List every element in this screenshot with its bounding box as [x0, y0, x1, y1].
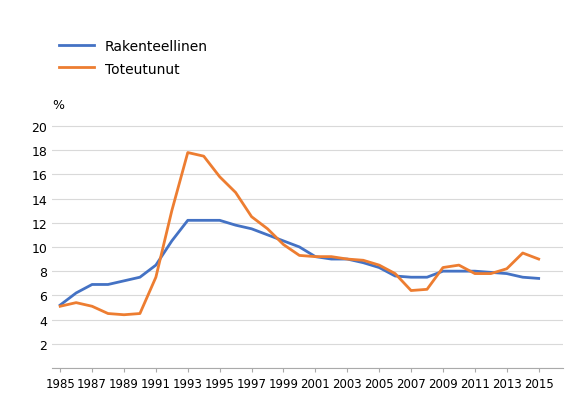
Toteutunut: [312, 254, 319, 259]
Text: %: %: [52, 99, 64, 112]
Rakenteellinen: [328, 257, 335, 262]
Rakenteellinen: [280, 239, 287, 244]
Rakenteellinen: [232, 223, 239, 228]
Rakenteellinen: [104, 282, 111, 287]
Rakenteellinen: [168, 239, 175, 244]
Toteutunut: [296, 253, 303, 258]
Toteutunut: [248, 215, 255, 220]
Rakenteellinen: [264, 233, 271, 238]
Toteutunut: [72, 301, 79, 306]
Rakenteellinen: [392, 274, 398, 279]
Toteutunut: [423, 287, 430, 292]
Toteutunut: [280, 243, 287, 247]
Rakenteellinen: [136, 275, 143, 280]
Toteutunut: [503, 267, 510, 272]
Rakenteellinen: [296, 245, 303, 250]
Rakenteellinen: [535, 276, 542, 281]
Toteutunut: [136, 311, 143, 316]
Toteutunut: [232, 191, 239, 196]
Toteutunut: [216, 175, 223, 180]
Toteutunut: [200, 154, 207, 159]
Toteutunut: [168, 209, 175, 213]
Rakenteellinen: [121, 279, 128, 283]
Rakenteellinen: [200, 218, 207, 223]
Rakenteellinen: [360, 261, 367, 265]
Toteutunut: [57, 304, 64, 309]
Toteutunut: [184, 151, 191, 155]
Toteutunut: [344, 257, 351, 262]
Rakenteellinen: [57, 303, 64, 308]
Rakenteellinen: [440, 269, 447, 274]
Rakenteellinen: [153, 263, 160, 268]
Legend: Rakenteellinen, Toteutunut: Rakenteellinen, Toteutunut: [59, 40, 208, 76]
Toteutunut: [408, 288, 415, 293]
Toteutunut: [360, 258, 367, 263]
Rakenteellinen: [472, 269, 478, 274]
Toteutunut: [519, 251, 526, 256]
Rakenteellinen: [344, 257, 351, 262]
Toteutunut: [440, 265, 447, 270]
Toteutunut: [376, 263, 383, 268]
Rakenteellinen: [519, 275, 526, 280]
Rakenteellinen: [423, 275, 430, 280]
Toteutunut: [264, 227, 271, 231]
Rakenteellinen: [455, 269, 462, 274]
Toteutunut: [472, 272, 478, 276]
Rakenteellinen: [216, 218, 223, 223]
Rakenteellinen: [72, 291, 79, 296]
Rakenteellinen: [408, 275, 415, 280]
Line: Rakenteellinen: Rakenteellinen: [60, 221, 539, 305]
Toteutunut: [328, 254, 335, 259]
Rakenteellinen: [89, 282, 96, 287]
Toteutunut: [89, 304, 96, 309]
Rakenteellinen: [248, 227, 255, 231]
Toteutunut: [104, 311, 111, 316]
Toteutunut: [535, 257, 542, 262]
Toteutunut: [392, 272, 398, 276]
Toteutunut: [153, 275, 160, 280]
Toteutunut: [455, 263, 462, 268]
Toteutunut: [121, 312, 128, 317]
Rakenteellinen: [376, 265, 383, 270]
Line: Toteutunut: Toteutunut: [60, 153, 539, 315]
Rakenteellinen: [312, 254, 319, 259]
Rakenteellinen: [184, 218, 191, 223]
Toteutunut: [487, 272, 494, 276]
Rakenteellinen: [503, 272, 510, 276]
Rakenteellinen: [487, 270, 494, 275]
